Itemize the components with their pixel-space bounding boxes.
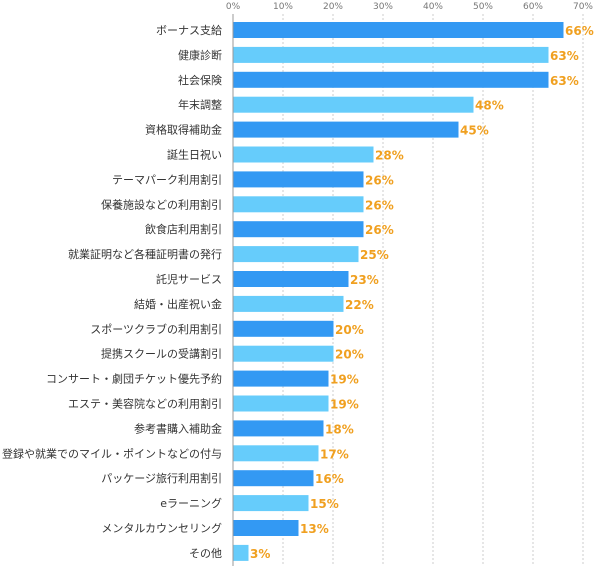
category-label: 年末調整 xyxy=(178,98,222,112)
bars xyxy=(233,22,564,561)
x-tick-label: 40% xyxy=(423,2,443,12)
bar xyxy=(233,121,459,138)
value-label: 13% xyxy=(300,522,329,536)
bar xyxy=(233,221,364,238)
category-label: 託児サービス xyxy=(156,272,222,286)
value-label: 26% xyxy=(365,198,394,212)
category-label: 保養施設などの利用割引 xyxy=(101,197,222,211)
value-label: 15% xyxy=(310,497,339,511)
category-label: その他 xyxy=(189,547,222,560)
bar xyxy=(233,395,329,412)
value-label: 63% xyxy=(550,74,579,88)
bar xyxy=(233,246,359,263)
category-label: 提携スクールの受講割引 xyxy=(101,347,222,361)
value-label: 28% xyxy=(375,149,404,163)
category-label: 誕生日祝い xyxy=(167,148,222,162)
category-labels: ボーナス支給健康診断社会保険年末調整資格取得補助金誕生日祝いテーマパーク利用割引… xyxy=(2,23,222,560)
value-label: 20% xyxy=(335,348,364,362)
category-label: 結婚・出産祝い金 xyxy=(134,297,222,311)
bar xyxy=(233,271,349,287)
bar xyxy=(233,295,344,312)
value-label: 23% xyxy=(350,273,379,287)
value-label: 19% xyxy=(330,398,359,412)
value-labels: 66% 63% 63% 48% 45% 28% 26% 26% 26% 25% 23% 22% 20% 2… xyxy=(250,24,594,561)
category-label: 飲食店利用割引 xyxy=(145,222,222,236)
category-label: エステ・美容院などの利用割引 xyxy=(68,397,222,411)
category-label: スポーツクラブの利用割引 xyxy=(90,322,222,336)
bar xyxy=(233,320,334,337)
x-tick-label: 10% xyxy=(273,2,293,12)
category-label: ボーナス支給 xyxy=(156,23,222,37)
value-label: 18% xyxy=(325,422,354,436)
x-axis-ticks: 0% 10% 20% 30% 40% 50% 60% 70% xyxy=(226,2,594,12)
category-label: テーマパーク利用割引 xyxy=(112,172,222,186)
bar xyxy=(233,544,249,561)
category-label: コンサート・劇団チケット優先予約 xyxy=(46,372,222,386)
x-tick-label: 60% xyxy=(523,2,543,12)
value-label: 45% xyxy=(460,124,489,138)
bar xyxy=(233,146,374,163)
value-label: 25% xyxy=(360,248,389,262)
category-label: 資格取得補助金 xyxy=(145,123,222,137)
bar xyxy=(233,470,314,487)
category-label: 健康診断 xyxy=(178,48,222,62)
x-tick-label: 70% xyxy=(573,2,593,12)
x-tick-label: 30% xyxy=(373,2,393,12)
bar xyxy=(233,520,299,536)
value-label: 16% xyxy=(315,472,344,486)
bar xyxy=(233,495,309,512)
bar xyxy=(233,22,564,38)
value-label: 19% xyxy=(330,373,359,387)
value-label: 17% xyxy=(320,447,349,461)
bar xyxy=(233,46,549,63)
bar xyxy=(233,345,334,362)
value-label: 48% xyxy=(475,99,504,113)
value-label: 66% xyxy=(565,24,594,38)
value-label: 3% xyxy=(250,547,270,561)
bar xyxy=(233,171,364,188)
bar xyxy=(233,420,324,437)
x-tick-label: 20% xyxy=(323,2,343,12)
category-label: パッケージ旅行利用割引 xyxy=(101,471,222,485)
bar xyxy=(233,445,319,462)
value-label: 20% xyxy=(335,323,364,337)
category-label: 登録や就業でのマイル・ポイントなどの付与 xyxy=(2,446,222,460)
value-label: 22% xyxy=(345,298,374,312)
value-label: 63% xyxy=(550,49,579,63)
value-label: 26% xyxy=(365,223,394,237)
bar xyxy=(233,370,329,387)
bar xyxy=(233,96,474,113)
category-label: 社会保険 xyxy=(178,73,222,87)
x-tick-label: 0% xyxy=(226,2,241,12)
category-label: eラーニング xyxy=(160,496,222,510)
bar xyxy=(233,196,364,213)
bar xyxy=(233,71,549,88)
x-tick-label: 50% xyxy=(473,2,493,12)
category-label: メンタルカウンセリング xyxy=(101,521,222,535)
category-label: 参考書購入補助金 xyxy=(134,421,222,435)
value-label: 26% xyxy=(365,173,394,187)
category-label: 就業証明など各種証明書の発行 xyxy=(68,247,222,261)
